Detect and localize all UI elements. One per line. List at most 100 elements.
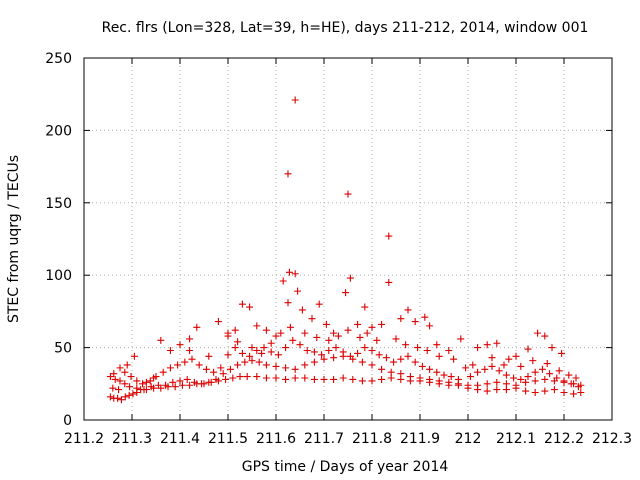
- x-tick-label: 211.4: [160, 431, 200, 447]
- data-point: [298, 306, 306, 314]
- data-point: [414, 344, 422, 352]
- data-point: [349, 375, 357, 383]
- data-point: [224, 351, 232, 359]
- data-point: [238, 300, 246, 308]
- data-point: [397, 315, 405, 323]
- data-point: [555, 367, 563, 375]
- data-point: [397, 370, 405, 378]
- x-tick-label: 211.5: [208, 431, 248, 447]
- data-point: [121, 380, 129, 388]
- y-tick-label: 150: [45, 196, 72, 212]
- data-point: [354, 349, 362, 357]
- data-point: [310, 358, 318, 366]
- data-point: [368, 323, 376, 331]
- data-point: [241, 358, 249, 366]
- data-point: [435, 377, 443, 385]
- data-point: [277, 329, 285, 337]
- data-point: [387, 368, 395, 376]
- data-point: [289, 336, 297, 344]
- data-point: [512, 381, 520, 389]
- data-point: [248, 357, 256, 365]
- data-point: [368, 361, 376, 369]
- data-point: [282, 364, 290, 372]
- data-point: [330, 354, 338, 362]
- x-tick-label: 212: [455, 431, 482, 447]
- data-point: [284, 170, 292, 178]
- x-tick-label: 211.2: [64, 431, 104, 447]
- data-point: [512, 352, 520, 360]
- data-point: [418, 362, 426, 370]
- data-point: [522, 378, 530, 386]
- data-point: [234, 361, 242, 369]
- chart-title: Rec. flrs (Lon=328, Lat=39, h=HE), days …: [102, 20, 589, 36]
- data-point: [127, 373, 135, 381]
- data-point: [548, 344, 556, 352]
- data-point: [469, 361, 477, 369]
- data-point: [255, 358, 263, 366]
- data-point: [558, 349, 566, 357]
- data-point: [433, 368, 441, 376]
- data-point: [133, 384, 141, 392]
- data-point: [198, 380, 206, 388]
- data-point: [106, 373, 114, 381]
- data-point: [346, 274, 354, 282]
- data-point: [406, 373, 414, 381]
- data-point: [546, 370, 554, 378]
- data-point: [253, 373, 261, 381]
- data-point: [322, 320, 330, 328]
- data-point: [356, 333, 364, 341]
- data-point: [390, 358, 398, 366]
- data-point: [411, 358, 419, 366]
- data-point: [195, 361, 203, 369]
- data-point: [464, 381, 472, 389]
- data-point: [560, 388, 568, 396]
- data-point: [474, 368, 482, 376]
- data-point: [522, 387, 530, 395]
- data-point: [188, 355, 196, 363]
- data-point: [474, 344, 482, 352]
- data-point: [310, 348, 318, 356]
- x-axis-ticks: 211.2 211.3 211.4 211.5 211.6 211.7 211.8 211.9…: [64, 58, 632, 447]
- x-tick-label: 211.8: [352, 431, 392, 447]
- data-point: [284, 299, 292, 307]
- data-point: [150, 374, 158, 382]
- data-point: [404, 306, 412, 314]
- data-point: [154, 381, 162, 389]
- data-point: [368, 377, 376, 385]
- data-point: [402, 341, 410, 349]
- data-point: [334, 332, 342, 340]
- data-point: [260, 344, 268, 352]
- data-point: [291, 365, 299, 373]
- data-point: [423, 346, 431, 354]
- data-point: [385, 278, 393, 286]
- data-point: [315, 300, 323, 308]
- data-points: [106, 96, 585, 404]
- data-point: [313, 333, 321, 341]
- plot-frame: [83, 57, 613, 421]
- data-point: [531, 388, 539, 396]
- data-point: [166, 364, 174, 372]
- data-point: [272, 332, 280, 340]
- data-point: [550, 386, 558, 394]
- data-point: [243, 373, 251, 381]
- data-point: [502, 371, 510, 379]
- data-point: [354, 320, 362, 328]
- data-point: [375, 351, 383, 359]
- data-point: [363, 329, 371, 337]
- data-point: [117, 396, 125, 404]
- data-point: [286, 323, 294, 331]
- data-point: [272, 374, 280, 382]
- data-point: [378, 320, 386, 328]
- data-point: [190, 378, 198, 386]
- data-point: [426, 322, 434, 330]
- data-point: [262, 361, 270, 369]
- data-point: [205, 378, 213, 386]
- data-point: [123, 361, 131, 369]
- data-point: [129, 390, 137, 398]
- data-point: [517, 362, 525, 370]
- y-axis-label: STEC from uqrg / TECUs: [6, 155, 22, 323]
- data-point: [416, 374, 424, 382]
- data-point: [572, 374, 580, 382]
- data-point: [445, 346, 453, 354]
- y-tick-label: 250: [45, 51, 72, 67]
